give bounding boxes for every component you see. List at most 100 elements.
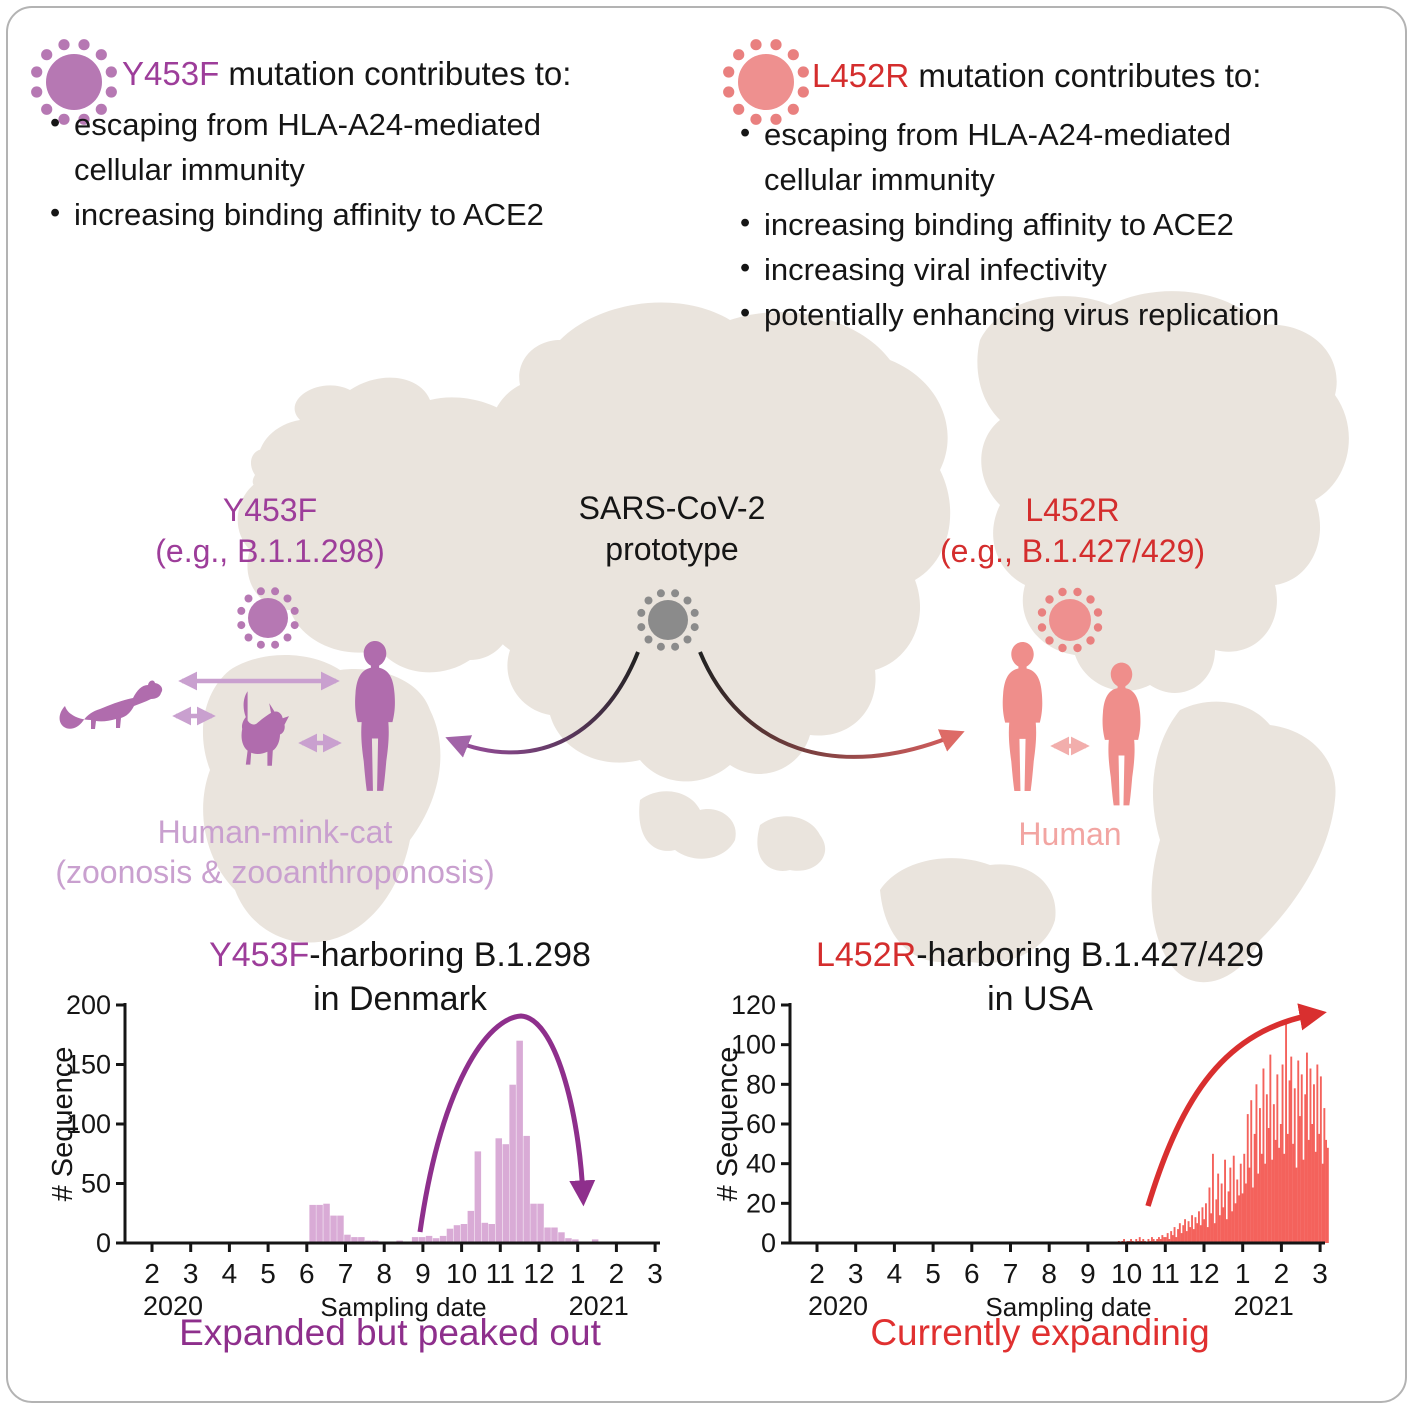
left-hosts-line2: (zoonosis & zooanthroponosis): [55, 854, 495, 890]
bar: [1173, 1227, 1176, 1243]
bar: [1318, 1133, 1321, 1243]
virus-spike: [58, 113, 70, 125]
virus-spike: [750, 39, 762, 51]
virus-spike: [1058, 587, 1067, 597]
y-tick-label: 200: [66, 990, 111, 1020]
virus-spike: [283, 633, 292, 642]
bar: [1191, 1215, 1193, 1243]
bar: [1175, 1237, 1178, 1244]
bar: [481, 1222, 489, 1243]
virus-spike: [41, 49, 53, 61]
virus-spike: [290, 621, 299, 630]
virus-spike: [1037, 608, 1047, 617]
left-chart-title-line2: in Denmark: [313, 980, 487, 1018]
continent-australia: [880, 858, 1056, 964]
continent-seasia: [639, 791, 736, 859]
bar: [1281, 1064, 1284, 1243]
x-tick-label: 8: [376, 1258, 392, 1289]
y-tick-label: 150: [66, 1050, 111, 1080]
virus-spike: [271, 587, 280, 596]
l452r-panel-virus-icon: [723, 39, 809, 125]
bar: [1215, 1199, 1218, 1243]
bar: [1152, 1239, 1155, 1243]
bar: [1245, 1183, 1247, 1243]
virus-spike: [733, 103, 745, 115]
virus-spike: [256, 640, 265, 649]
bar: [1142, 1239, 1145, 1243]
virus-spike: [1086, 595, 1095, 604]
bar: [1199, 1225, 1202, 1244]
y-axis-title: # Sequence: [47, 1047, 79, 1202]
bar: [439, 1235, 447, 1243]
bar: [323, 1203, 330, 1243]
bar: [1299, 1116, 1301, 1243]
virus-spike: [95, 103, 107, 115]
mink-silhouette: [59, 680, 163, 729]
x-tick-label: 10: [446, 1258, 477, 1289]
bar: [1241, 1193, 1244, 1243]
continent-indonesia: [757, 816, 826, 871]
left-chart-title-rest: -harboring B.1.298: [309, 936, 591, 974]
bar: [1224, 1159, 1226, 1243]
virus-body: [648, 600, 688, 640]
virus-spike: [637, 623, 646, 632]
bar: [1182, 1225, 1185, 1244]
x-tick-label: 6: [964, 1258, 980, 1289]
bar: [1206, 1227, 1209, 1243]
x-tick-label: 3: [647, 1258, 663, 1289]
bar: [509, 1084, 516, 1243]
right-chart-title-rest: -harboring B.1.427/429: [916, 936, 1264, 974]
bullet-item: • escaping from HLA-A24-mediated cellular …: [734, 112, 1413, 202]
bar: [1238, 1195, 1240, 1243]
x-tick-label: 2: [609, 1258, 625, 1289]
virus-spike: [237, 606, 246, 615]
bar: [1178, 1223, 1181, 1243]
x-tick-label: 8: [1041, 1258, 1057, 1289]
bar: [1208, 1187, 1211, 1243]
x-tick-label: 9: [1080, 1258, 1096, 1289]
y-tick-label: 0: [761, 1228, 776, 1258]
bar: [565, 1238, 572, 1243]
bar: [1201, 1207, 1204, 1243]
prototype-label: SARS-CoV-2 prototype: [487, 488, 857, 570]
bar: [1260, 1153, 1263, 1244]
x-tick-label: 11: [486, 1258, 515, 1289]
x-tick-label: 1: [1235, 1258, 1251, 1289]
bar: [1205, 1203, 1207, 1243]
virus-icons: [31, 39, 1103, 653]
l452r-variant-name: L452R: [1025, 492, 1120, 528]
virus-spike: [41, 103, 53, 115]
virus-spike: [750, 113, 762, 125]
right-panel-bullets: • escaping from HLA-A24-mediated cellular …: [734, 112, 1413, 337]
bullet-marker: •: [740, 117, 751, 149]
virus-spike: [244, 633, 253, 642]
bar: [418, 1237, 426, 1243]
bar: [1232, 1155, 1235, 1243]
virus-spike: [733, 49, 745, 61]
bar: [1212, 1153, 1214, 1244]
virus-spike: [656, 642, 665, 651]
bar: [1311, 1124, 1314, 1243]
l452r-map-virus-icon: [1037, 587, 1103, 653]
bar: [1267, 1128, 1270, 1243]
bullet-item: • potentially enhancing virus replication: [734, 292, 1413, 337]
bar: [1147, 1239, 1150, 1243]
bar: [1304, 1094, 1307, 1244]
bar: [1225, 1219, 1228, 1243]
y-tick-label: 40: [746, 1149, 776, 1179]
bar: [1135, 1239, 1138, 1243]
bar: [1166, 1233, 1169, 1243]
y-tick-label: 60: [746, 1109, 776, 1139]
virus-spike: [105, 66, 117, 78]
virus-spike: [78, 113, 90, 125]
continent-north-america: [977, 291, 1349, 693]
bar: [1255, 1084, 1258, 1243]
x-tick-label: 12: [1188, 1258, 1219, 1289]
y-tick-label: 80: [746, 1069, 776, 1099]
bar: [1283, 1153, 1286, 1244]
prototype-name: SARS-CoV-2: [578, 490, 766, 526]
left-hosts-line1: Human-mink-cat: [157, 814, 393, 850]
year-label: 2020: [143, 1291, 203, 1321]
year-label: 2021: [569, 1291, 629, 1321]
bar: [1295, 1167, 1298, 1243]
